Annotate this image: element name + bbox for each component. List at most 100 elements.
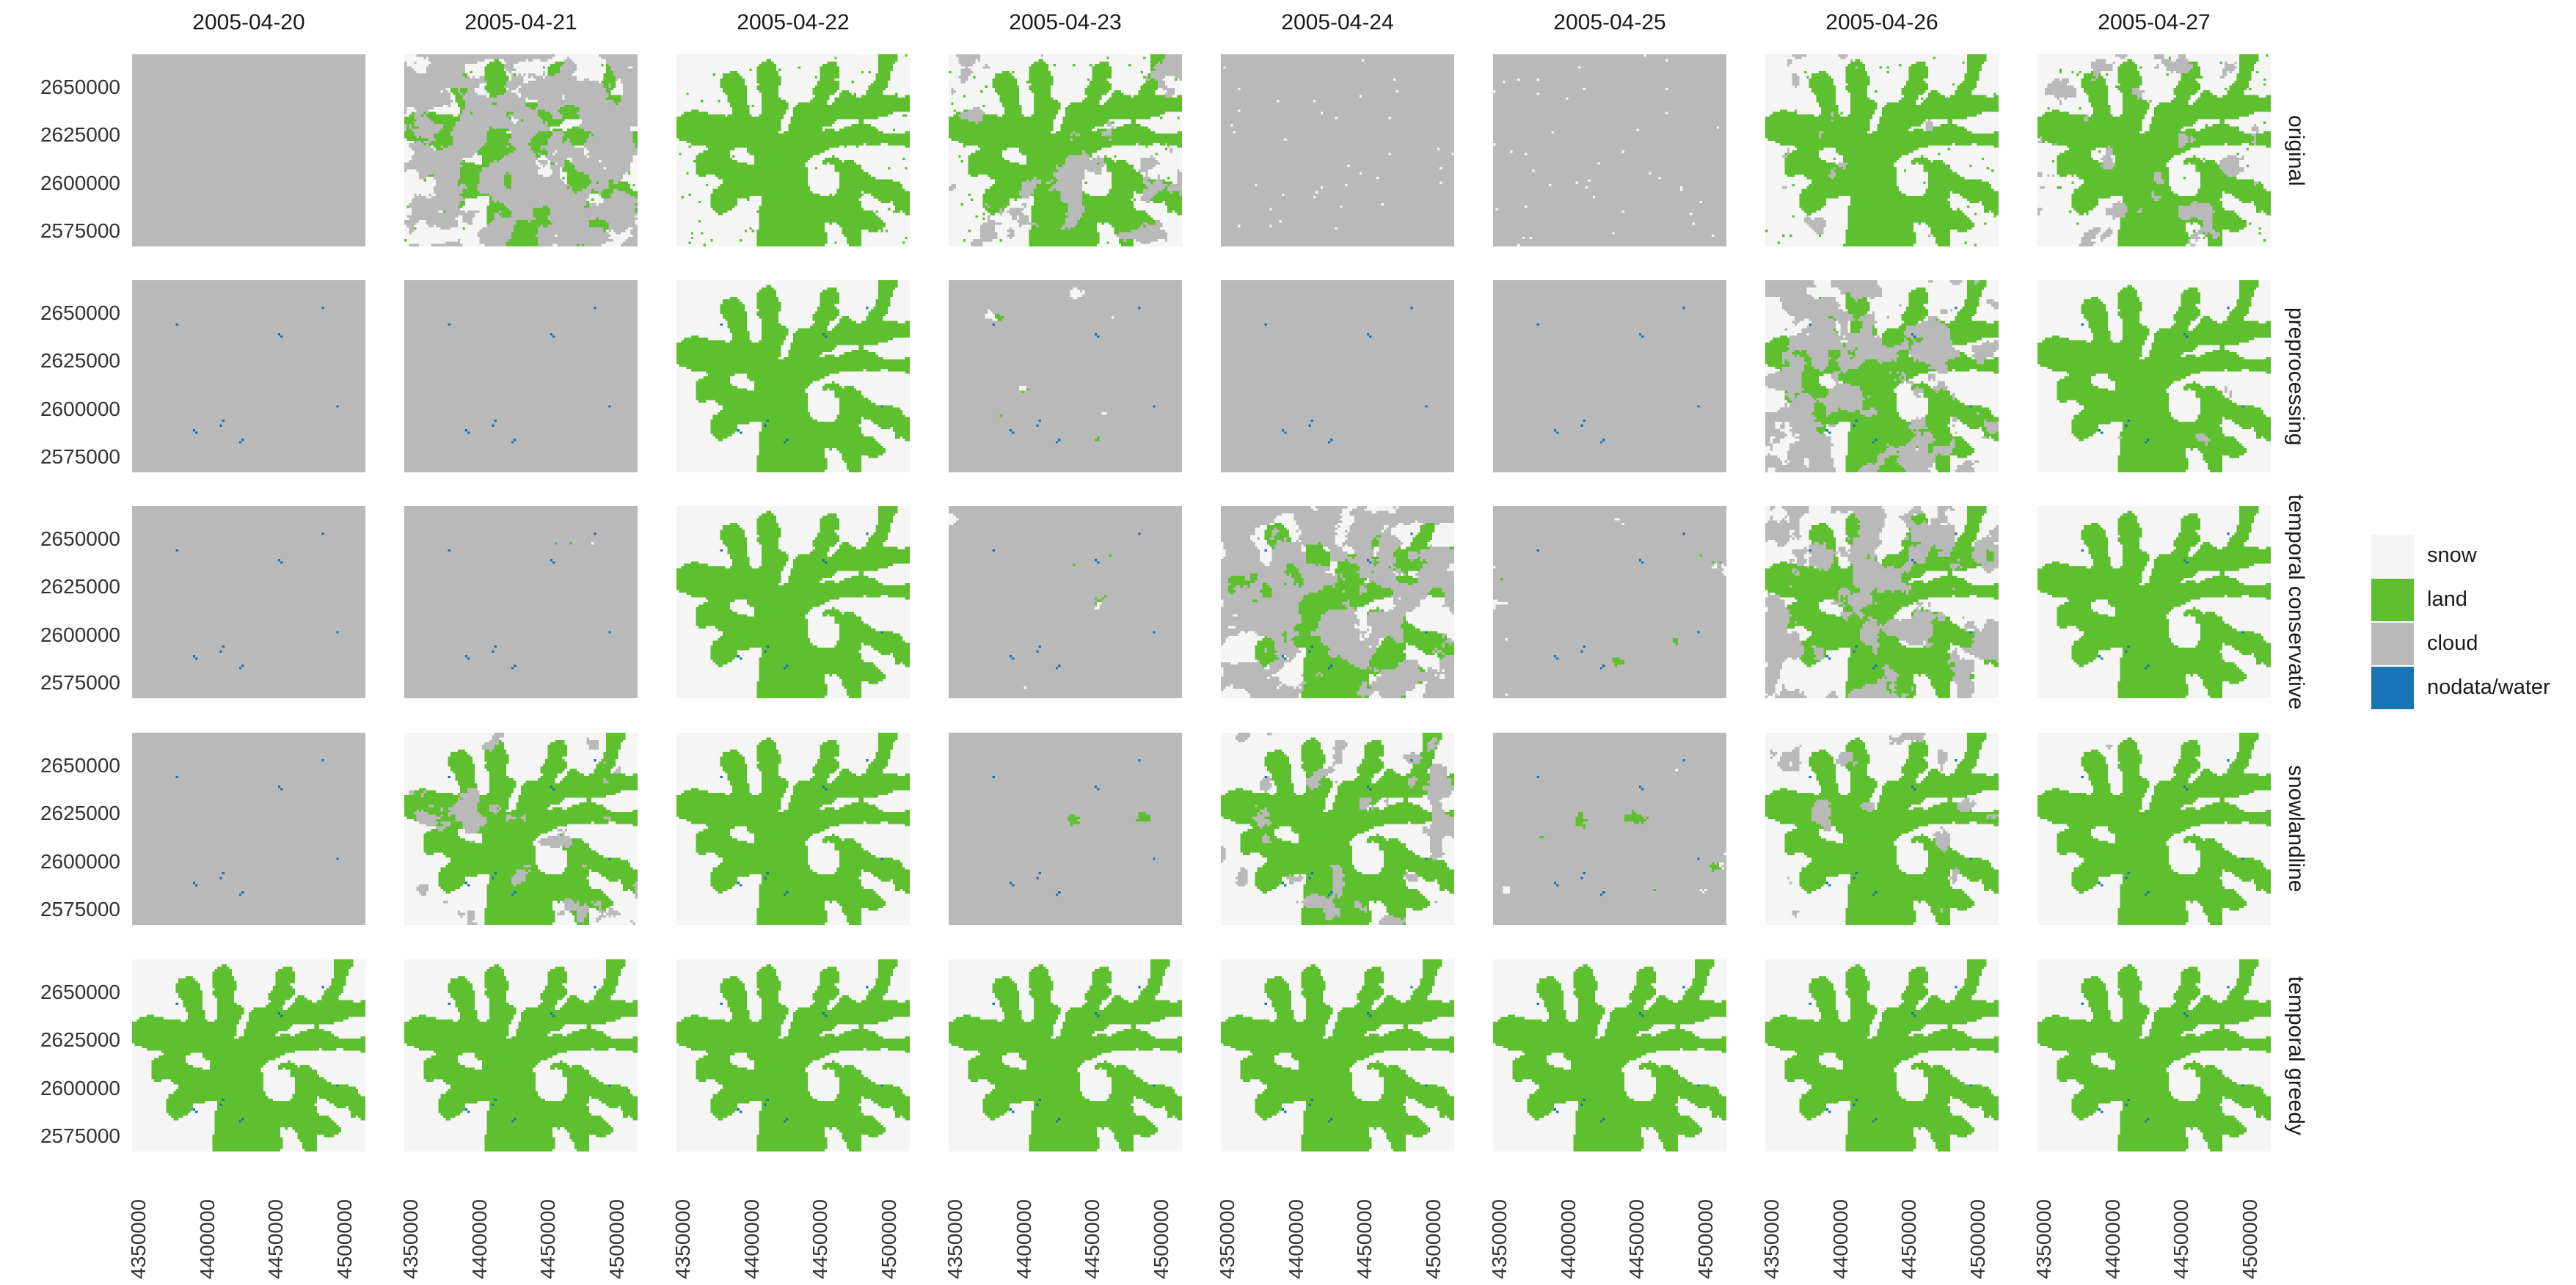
map-panel <box>949 959 1182 1152</box>
classification-raster <box>676 733 910 925</box>
column-title-date: 2005-04-21 <box>464 10 577 34</box>
classification-raster <box>1765 733 1999 925</box>
map-panel <box>1493 54 1726 246</box>
map-panel <box>1221 733 1454 925</box>
row-label: snowlandline <box>2284 765 2308 893</box>
map-panel <box>1765 959 1999 1152</box>
map-panel <box>676 733 910 925</box>
classification-raster <box>1493 959 1726 1152</box>
legend-label: land <box>2427 587 2467 611</box>
row-label: temporal conservative <box>2284 494 2308 710</box>
x-tick-label: 4500000 <box>1966 1198 1989 1279</box>
y-tick-label: 2650000 <box>40 527 120 550</box>
map-panel <box>1493 506 1726 698</box>
map-panel <box>1493 280 1726 472</box>
legend-swatch-cloud <box>2371 623 2414 665</box>
classification-raster <box>2037 733 2271 925</box>
map-panel <box>404 54 638 246</box>
x-tick-label: 4350000 <box>1760 1198 1784 1279</box>
x-tick-label: 4500000 <box>1421 1198 1445 1279</box>
y-tick-label: 2600000 <box>40 849 120 873</box>
classification-raster <box>1221 959 1454 1152</box>
y-tick-label: 2625000 <box>40 802 120 825</box>
classification-raster <box>1493 280 1726 472</box>
classification-raster <box>676 280 910 472</box>
x-tick-label: 4400000 <box>1012 1198 1035 1279</box>
x-tick-label: 4400000 <box>740 1198 763 1279</box>
y-tick-label: 2650000 <box>40 753 120 777</box>
map-panel <box>949 54 1182 246</box>
x-tick-label: 4350000 <box>399 1198 423 1279</box>
classification-raster <box>676 506 910 698</box>
classification-raster <box>676 959 910 1152</box>
y-tick-label: 2575000 <box>40 445 120 469</box>
y-tick-label: 2625000 <box>40 349 120 373</box>
map-panel <box>1493 733 1726 925</box>
map-panel <box>132 280 365 472</box>
classification-raster <box>1221 733 1454 925</box>
classification-raster <box>1765 506 1999 698</box>
column-title-date: 2005-04-22 <box>737 10 850 34</box>
classification-raster <box>132 959 365 1152</box>
map-panel <box>1221 506 1454 698</box>
classification-raster <box>1765 54 1999 246</box>
map-panel <box>1765 54 1999 246</box>
x-tick-label: 4500000 <box>1693 1198 1717 1279</box>
classification-raster <box>949 959 1182 1152</box>
x-tick-label: 4400000 <box>195 1198 219 1279</box>
classification-raster <box>132 506 365 698</box>
x-tick-label: 4400000 <box>1284 1198 1307 1279</box>
classification-raster <box>404 506 638 698</box>
map-panel <box>2037 959 2271 1152</box>
x-tick-label: 4500000 <box>877 1198 900 1279</box>
x-tick-label: 4350000 <box>671 1198 695 1279</box>
y-tick-label: 2575000 <box>40 671 120 695</box>
classification-raster <box>1221 280 1454 472</box>
map-panel <box>2037 733 2271 925</box>
map-panel <box>132 506 365 698</box>
column-title-date: 2005-04-25 <box>1553 10 1666 34</box>
legend-label: cloud <box>2427 631 2478 655</box>
map-panel <box>1765 506 1999 698</box>
y-tick-label: 2625000 <box>40 123 120 147</box>
map-panel <box>404 959 638 1152</box>
column-title-date: 2005-04-20 <box>192 10 305 34</box>
classification-raster <box>676 54 910 246</box>
classification-raster <box>1765 959 1999 1152</box>
classification-raster <box>132 54 365 246</box>
classification-raster <box>404 733 638 925</box>
classification-raster <box>2037 959 2271 1152</box>
y-tick-label: 2600000 <box>40 171 120 194</box>
x-tick-label: 4450000 <box>1081 1198 1104 1279</box>
x-tick-label: 4400000 <box>1828 1198 1852 1279</box>
map-panel <box>1221 959 1454 1152</box>
row-label: temporal greedy <box>2284 975 2308 1135</box>
column-title-date: 2005-04-23 <box>1009 10 1122 34</box>
y-tick-label: 2625000 <box>40 1028 120 1052</box>
map-panel <box>2037 506 2271 698</box>
x-tick-label: 4500000 <box>2238 1198 2261 1279</box>
classification-raster <box>404 54 638 246</box>
classification-raster <box>2037 506 2271 698</box>
column-title-date: 2005-04-26 <box>1825 10 1938 34</box>
classification-raster <box>132 280 365 472</box>
classification-raster <box>949 506 1182 698</box>
x-tick-label: 4450000 <box>264 1198 288 1279</box>
legend-label: snow <box>2427 543 2477 567</box>
x-tick-label: 4500000 <box>1149 1198 1172 1279</box>
map-panel <box>949 506 1182 698</box>
map-panel <box>1221 54 1454 246</box>
y-tick-label: 2600000 <box>40 397 120 420</box>
map-panel <box>132 959 365 1152</box>
map-panel <box>1765 733 1999 925</box>
x-tick-label: 4450000 <box>1353 1198 1376 1279</box>
map-panel <box>132 54 365 246</box>
classification-raster <box>2037 54 2271 246</box>
classification-raster <box>949 54 1182 246</box>
legend-swatch-land <box>2371 579 2414 621</box>
x-tick-label: 4350000 <box>1488 1198 1511 1279</box>
x-tick-label: 4450000 <box>809 1198 832 1279</box>
y-tick-label: 2600000 <box>40 623 120 646</box>
map-panel <box>949 733 1182 925</box>
